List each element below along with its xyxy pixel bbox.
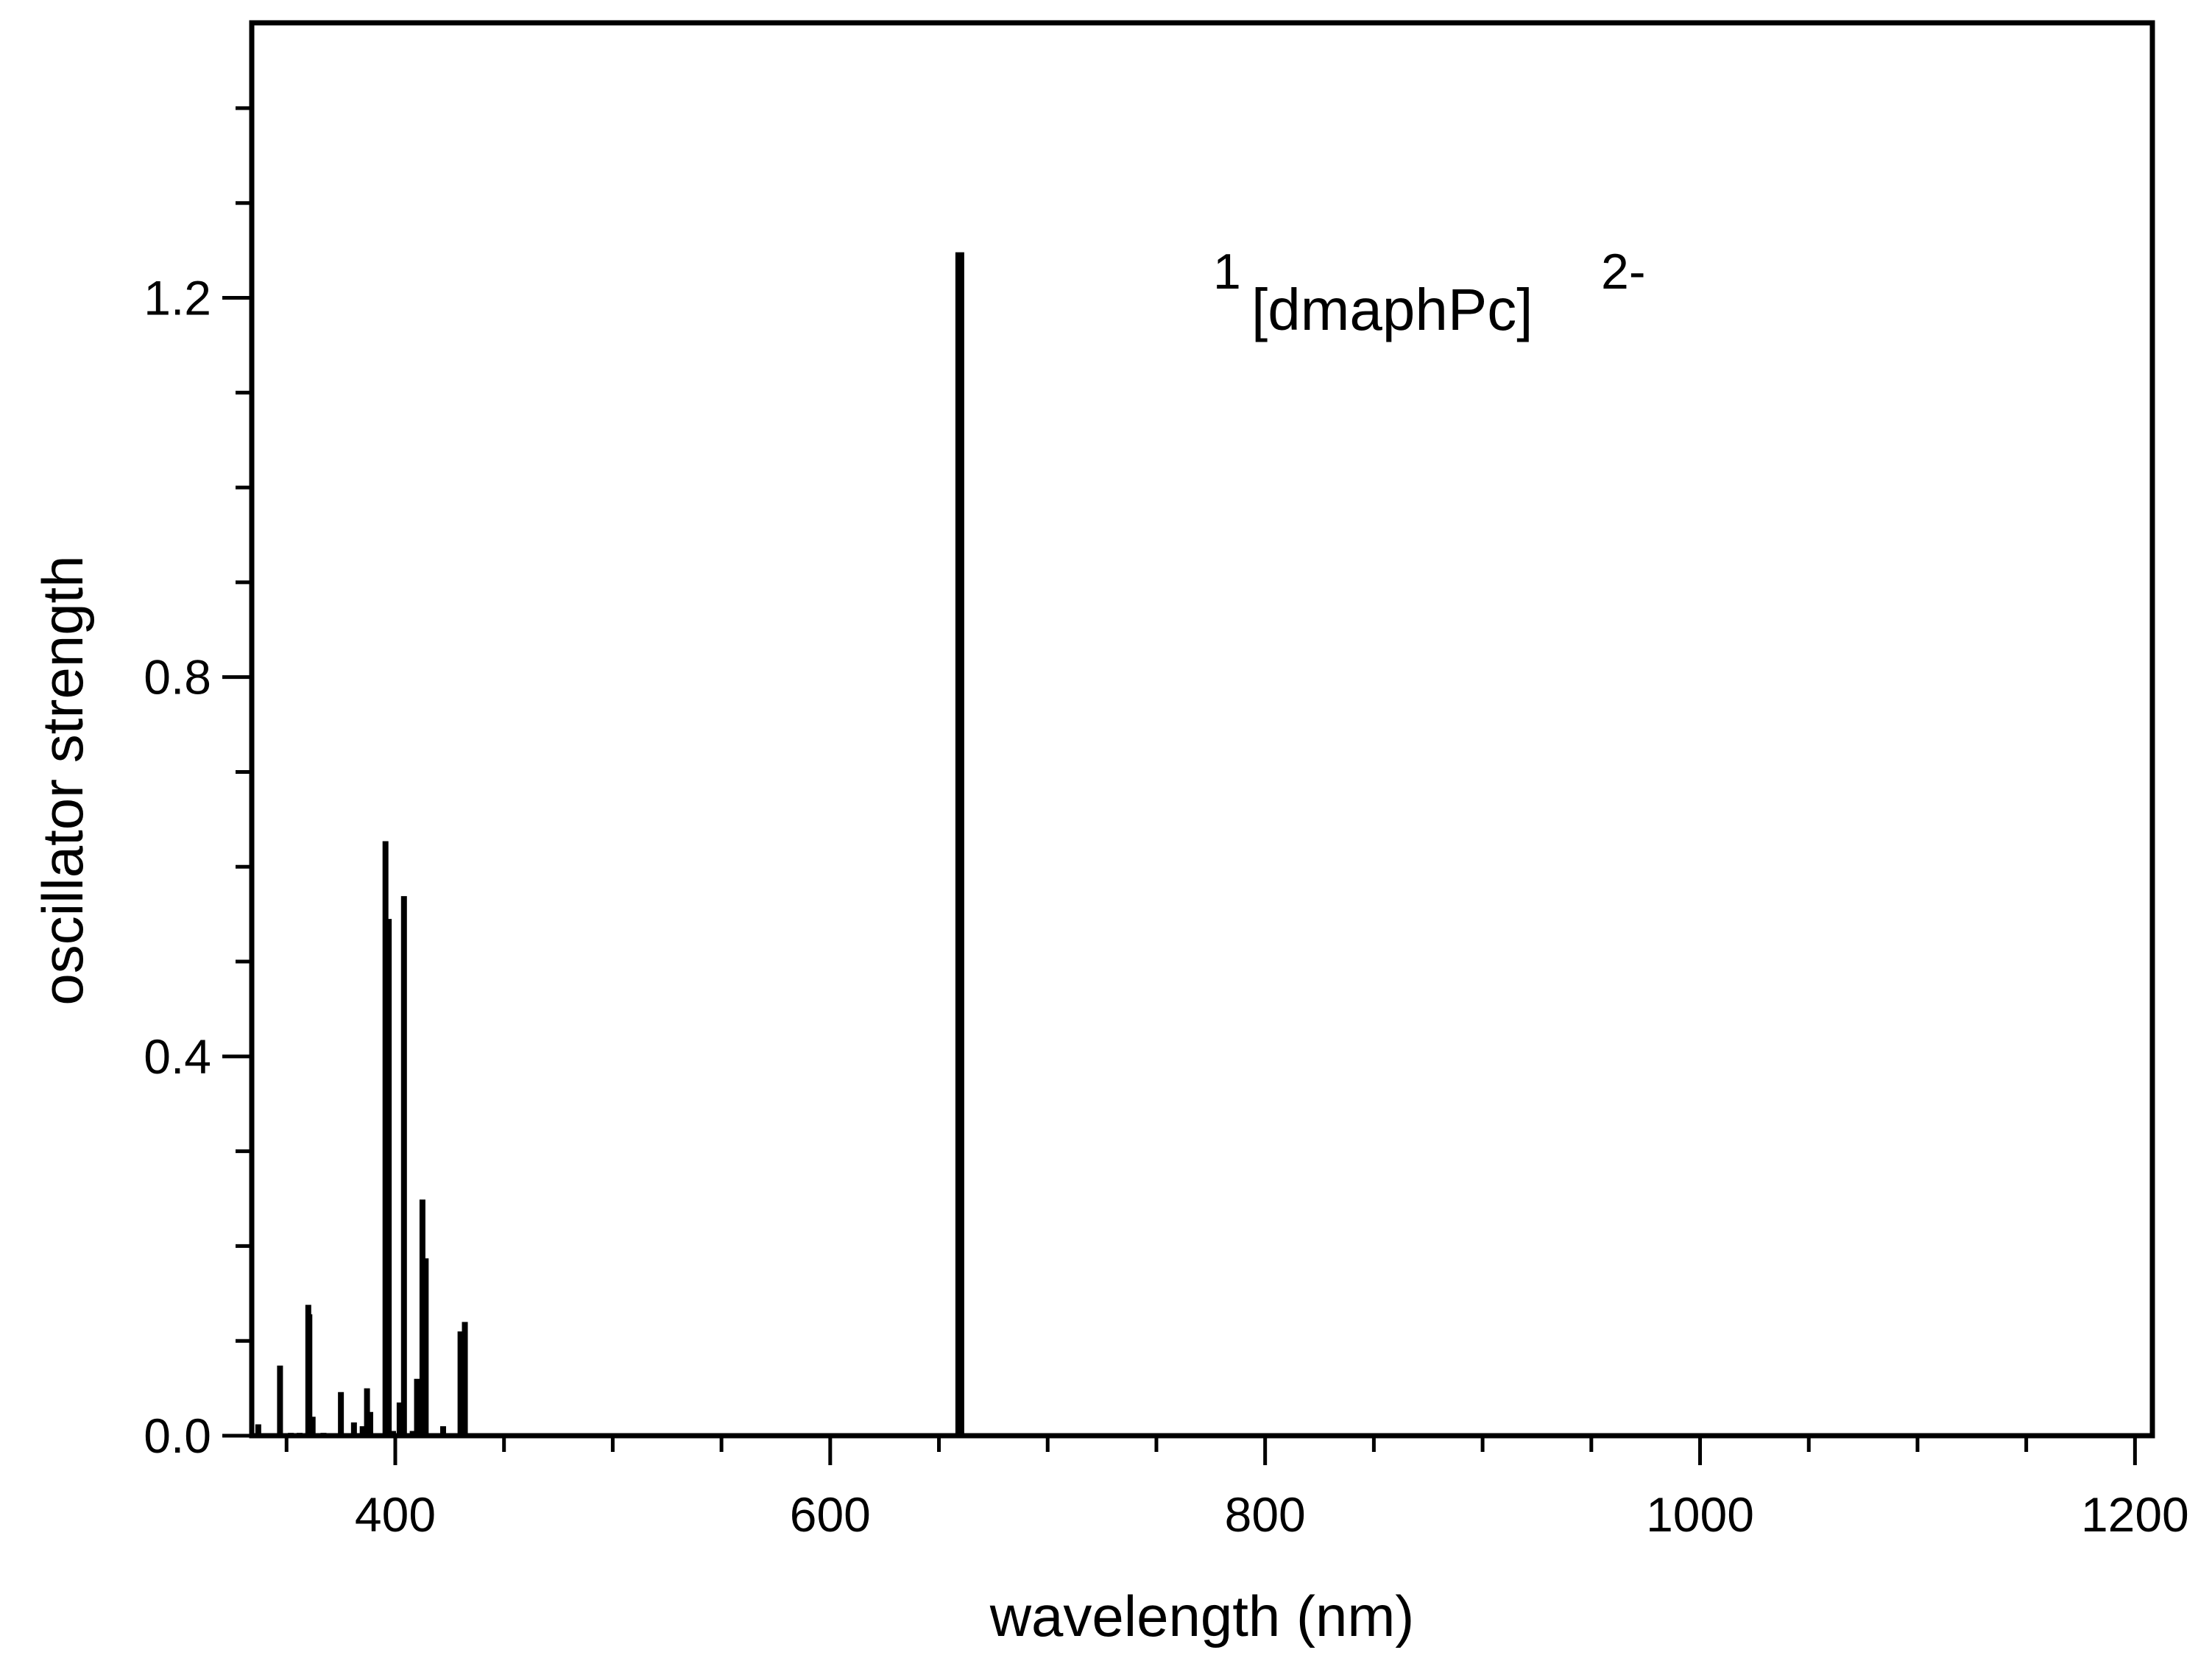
annotation-suffix-superscript: 2- [1601,244,1645,300]
y-tick-label: 0.4 [144,1029,211,1084]
y-axis-ticks: 0.0 0.4 0.8 1.2 [144,106,252,1463]
x-tick-label: 1200 [2081,1487,2189,1542]
x-axis-ticks: 400 600 800 1000 1200 [284,1436,2189,1542]
x-tick-label: 1000 [1646,1487,1754,1542]
y-axis-title: oscillator strength [30,555,95,1005]
species-annotation: 1 [dmaphPc] 2- [1213,244,1645,342]
x-axis-title: wavelength (nm) [989,1584,1415,1648]
x-tick-label: 800 [1225,1487,1306,1542]
annotation-main: [dmaphPc] [1251,277,1533,342]
annotation-prefix-superscript: 1 [1213,244,1241,300]
x-tick-label: 600 [790,1487,871,1542]
plot-frame [249,20,2155,1439]
spectrum-sticks [255,252,964,1436]
y-tick-label: 0.0 [144,1408,211,1463]
x-tick-label: 400 [355,1487,436,1542]
y-tick-label: 0.8 [144,650,211,705]
y-tick-label: 1.2 [144,270,211,325]
